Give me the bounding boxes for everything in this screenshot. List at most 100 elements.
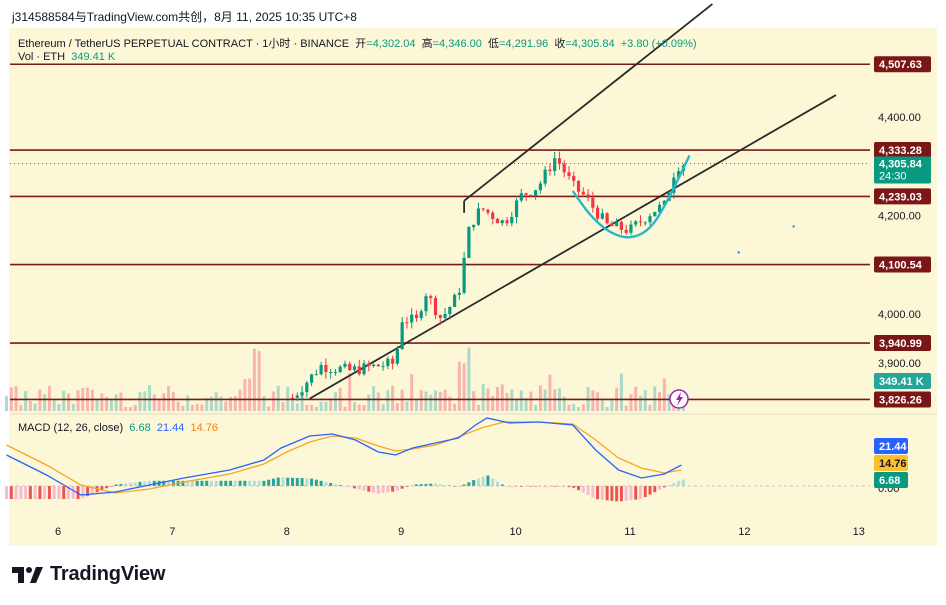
- macd-hist-bar: [243, 480, 247, 486]
- candle-body: [538, 183, 542, 191]
- candle-body: [419, 311, 423, 319]
- macd-line-value: 21.44: [156, 422, 185, 434]
- macd-hist-bar: [624, 486, 628, 501]
- volume-bar: [538, 385, 542, 411]
- marker-dot: [737, 251, 740, 254]
- volume-bar: [66, 393, 70, 411]
- cup-curve: [571, 155, 795, 254]
- volume-badge: [874, 373, 931, 389]
- candle-body: [572, 175, 576, 181]
- level-badge-label: 4,333.28: [879, 145, 922, 157]
- header-caption: j314588584与TradingView.com共创，8月 11, 2025…: [12, 10, 357, 24]
- volume-bar: [572, 404, 576, 411]
- volume-bar: [562, 396, 566, 411]
- macd-hist-bar: [381, 486, 385, 494]
- macd-badge-label-signal: 14.76: [879, 458, 907, 470]
- macd-hist-bar: [24, 486, 28, 499]
- candle-body: [567, 172, 571, 176]
- macd-hist-bar: [434, 483, 438, 486]
- volume-bar: [167, 386, 171, 411]
- macd-hist-bar: [143, 481, 147, 486]
- macd-line: [6, 417, 682, 496]
- macd-hist-bar: [581, 486, 585, 493]
- volume-bar: [581, 404, 585, 411]
- volume-bar: [510, 389, 514, 411]
- macd-hist-bar: [405, 486, 409, 487]
- volume-info: Vol · ETH 349.41 K: [18, 51, 115, 63]
- macd-hist-bar: [586, 486, 590, 496]
- candle-body: [424, 296, 428, 312]
- volume-bar: [143, 391, 147, 411]
- volume-bar: [138, 392, 142, 411]
- candle-body: [376, 364, 380, 367]
- volume-bar: [410, 374, 414, 411]
- candle-body: [500, 220, 504, 224]
- candle-body: [576, 180, 581, 192]
- volume-bar: [472, 391, 476, 411]
- candle-body: [300, 392, 304, 396]
- macd-hist-bar: [28, 486, 32, 499]
- candle-body: [629, 224, 633, 233]
- candle-body: [662, 200, 666, 205]
- macd-hist-bar: [252, 480, 256, 486]
- volume-bar: [376, 392, 380, 411]
- tradingview-logo-icon: [12, 566, 43, 583]
- macd-hist-bar: [281, 477, 285, 486]
- brand-name: TradingView: [50, 563, 166, 585]
- volume-bar: [324, 401, 328, 411]
- high-label: 高: [421, 38, 433, 50]
- volume-bar: [329, 398, 333, 411]
- macd-hist-bar: [291, 477, 295, 486]
- lightning-icon-glyph: [676, 392, 683, 406]
- macd-hist-bar: [486, 475, 490, 486]
- macd-hist-bar: [629, 486, 633, 501]
- macd-hist-bar: [124, 483, 128, 486]
- level-badge-label: 3,940.99: [879, 338, 922, 350]
- candle-body: [433, 297, 438, 316]
- time-tick-label: 6: [55, 526, 61, 538]
- low-value: =4,291.96: [498, 38, 549, 50]
- macd-hist-bar: [195, 480, 199, 486]
- axes: 4,400.004,200.004,000.003,900.000.006 7 8 9…: [10, 112, 937, 538]
- volume-bar: [333, 392, 337, 411]
- volume-bar: [200, 404, 204, 411]
- volume-bar: [515, 399, 519, 411]
- macd-hist-bar: [133, 482, 137, 486]
- price-tick-label: 4,000.00: [878, 309, 921, 321]
- volume-bar: [391, 385, 395, 411]
- volume-bar: [491, 395, 495, 411]
- tradingview-logo[interactable]: TradingView: [12, 563, 165, 586]
- candles: [290, 151, 685, 402]
- macd-hist-value: 6.68: [129, 422, 151, 434]
- volume-bar: [591, 390, 595, 411]
- macd-hist-bar: [310, 478, 314, 486]
- candle-body: [467, 227, 471, 258]
- macd-hist-bar: [429, 483, 433, 486]
- macd-hist-bar: [186, 480, 190, 486]
- macd-hist-bar: [86, 486, 90, 497]
- chart-frame[interactable]: [9, 28, 937, 546]
- volume-bar: [467, 347, 471, 411]
- macd-hist-bar: [400, 486, 404, 489]
- macd-hist-bar: [386, 486, 390, 493]
- macd-hist-bar: [491, 478, 495, 486]
- volume-bar: [248, 378, 252, 411]
- candle-body: [452, 294, 457, 308]
- macd-hist-bar: [457, 486, 461, 487]
- candle-body: [553, 158, 557, 172]
- volume-bar: [638, 395, 642, 411]
- macd-hist-bar: [495, 481, 499, 486]
- volume-bar: [114, 394, 118, 411]
- candle-body: [605, 213, 609, 224]
- candle-body: [486, 209, 490, 213]
- volume-bar: [148, 385, 152, 411]
- candle-body: [290, 397, 295, 399]
- time-tick-label: 10: [509, 526, 521, 538]
- volume-bar: [105, 396, 109, 411]
- volume-bar: [238, 389, 242, 411]
- volume-bar: [14, 386, 18, 411]
- volume-bar: [33, 403, 37, 411]
- candle-body: [391, 358, 395, 364]
- macd-badge-macd: [874, 438, 908, 454]
